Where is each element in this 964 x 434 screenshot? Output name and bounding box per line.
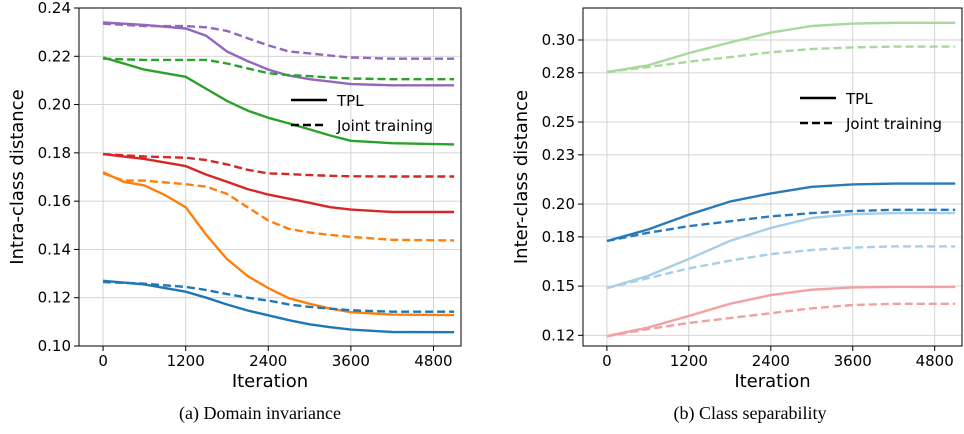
series-line-dashed [102,172,455,242]
x-tick-label: 4800 [916,352,954,370]
figure-canvas: 0 1200 2400 3600 4800 0.10 0.12 0.14 0.16 0.18 0.2… [7,0,963,392]
series-line-dashed [103,22,455,60]
x-tick-label: 3600 [332,352,370,370]
legend-tpl-label: TPL [845,90,873,108]
plot-frame [582,7,963,347]
series-line-solid [102,56,455,146]
y-tick-label: 0.12 [542,326,575,344]
x-axis-label: Iteration [734,371,810,392]
y-axis-label: Inter-class distance [511,90,532,264]
legend-joint-training-label: Joint training [336,117,433,135]
caption-class-separability: (b) Class separability [673,403,827,423]
x-tick-label: 4800 [414,352,452,370]
y-tick-label: 0.12 [38,289,71,307]
series-line-solid [102,171,455,317]
x-tick-label: 2400 [752,352,790,370]
y-tick-label: 0.22 [38,47,71,65]
chart-domain-invariance: 0 1200 2400 3600 4800 0.10 0.12 0.14 0.16 0.18 0.2… [7,0,462,392]
x-axis-label: Iteration [232,371,308,392]
series-line-dashed [103,57,455,81]
x-tick-label: 0 [98,352,108,370]
series-line-dashed [606,245,956,290]
series-line-solid [102,152,455,214]
legend-joint-training-label: Joint training [845,115,942,133]
series-line-solid [606,182,956,243]
series-line-dashed [606,208,956,243]
y-tick-label: 0.20 [38,96,71,114]
x-tick-label: 2400 [249,352,287,370]
y-axis-label: Intra-class distance [7,89,28,264]
series-line-dashed [606,302,956,338]
y-tick-label: 0.18 [38,144,71,162]
y-tick-label: 0.18 [542,228,575,246]
y-tick-label: 0.20 [542,195,575,213]
y-tick-label: 0.30 [542,31,575,49]
y-tick-label: 0.24 [38,0,71,17]
caption-domain-invariance: (a) Domain invariance [179,403,341,423]
legend-tpl-label: TPL [336,92,364,110]
series-line-solid [102,279,455,334]
series-line-solid [606,285,956,338]
x-tick-label: 3600 [834,352,872,370]
y-tick-label: 0.16 [38,192,71,210]
y-tick-label: 0.23 [542,146,575,164]
x-tick-label: 0 [602,352,612,370]
chart-class-separability: 0 1200 2400 3600 4800 0.12 0.15 0.18 0.20 0.23 0.2… [511,7,963,392]
series-line-solid [103,21,455,87]
y-tick-label: 0.28 [542,64,575,82]
series-line-dashed [606,45,956,74]
y-tick-label: 0.14 [38,240,71,258]
plot-frame [78,7,462,347]
y-tick-label: 0.10 [38,337,71,355]
series-line-solid [606,211,956,290]
y-tick-label: 0.15 [542,277,575,295]
series-line-solid [606,21,956,74]
y-tick-label: 0.25 [542,113,575,131]
series-line-dashed [103,152,455,178]
x-tick-label: 1200 [670,352,708,370]
x-tick-label: 1200 [167,352,205,370]
